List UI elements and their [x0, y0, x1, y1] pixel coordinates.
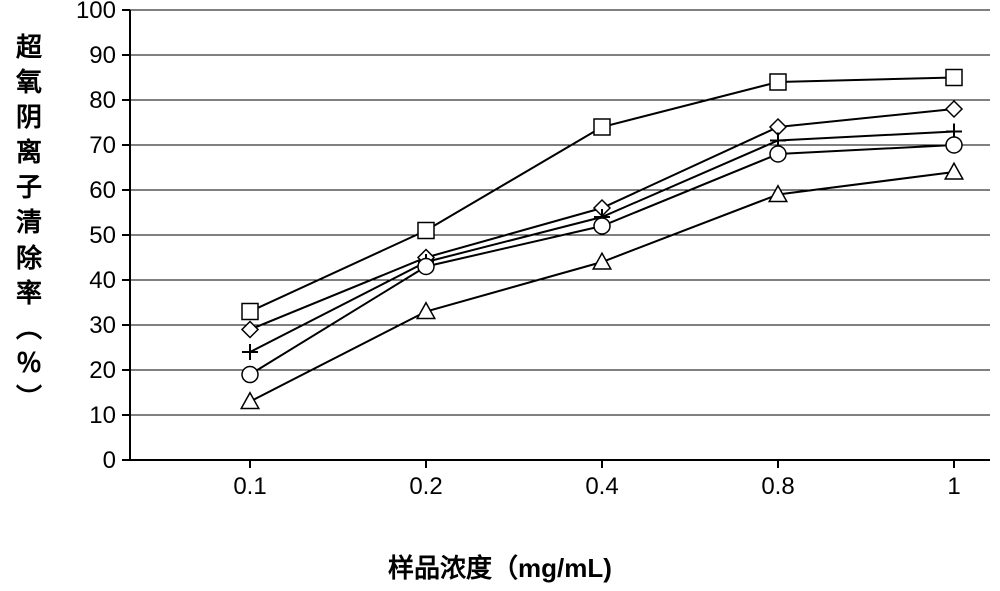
x-tick-label: 0.8 [761, 473, 794, 500]
y-tick-label: 100 [76, 0, 116, 24]
line-chart: 0 10 20 30 40 50 60 70 80 90 100 0.1 0.2 0.4 0.8 1 [0, 0, 1000, 591]
x-tick-label: 1 [947, 473, 960, 500]
marker-square [946, 70, 962, 86]
y-tick-label: 20 [89, 357, 116, 384]
y-tick-label: 60 [89, 177, 116, 204]
y-tick-label: 80 [89, 87, 116, 114]
x-tick-label: 0.2 [409, 473, 442, 500]
series-square [250, 78, 954, 312]
y-tick-label: 70 [89, 132, 116, 159]
marker-square [242, 304, 258, 320]
marker-diamond [946, 101, 962, 117]
marker-triangle [241, 393, 259, 409]
y-tick-label: 0 [103, 447, 116, 474]
chart-container: 超氧阴离子清除率︵％︶ 样品浓度（mg/mL) 0102030405060708… [0, 0, 1000, 591]
marker-circle [242, 367, 258, 383]
marker-square [770, 74, 786, 90]
marker-diamond [242, 322, 258, 338]
marker-square [418, 223, 434, 239]
x-tick-label: 0.1 [233, 473, 266, 500]
y-tick-label: 40 [89, 267, 116, 294]
marker-square [594, 119, 610, 135]
marker-circle [418, 259, 434, 275]
series-plus [250, 132, 954, 353]
y-tick-label: 90 [89, 42, 116, 69]
marker-triangle [593, 253, 611, 269]
y-tick-label: 10 [89, 402, 116, 429]
marker-triangle [945, 163, 963, 179]
marker-circle [770, 146, 786, 162]
x-tick-label: 0.4 [585, 473, 618, 500]
marker-circle [594, 218, 610, 234]
marker-circle [946, 137, 962, 153]
y-tick-label: 50 [89, 222, 116, 249]
y-tick-label: 30 [89, 312, 116, 339]
